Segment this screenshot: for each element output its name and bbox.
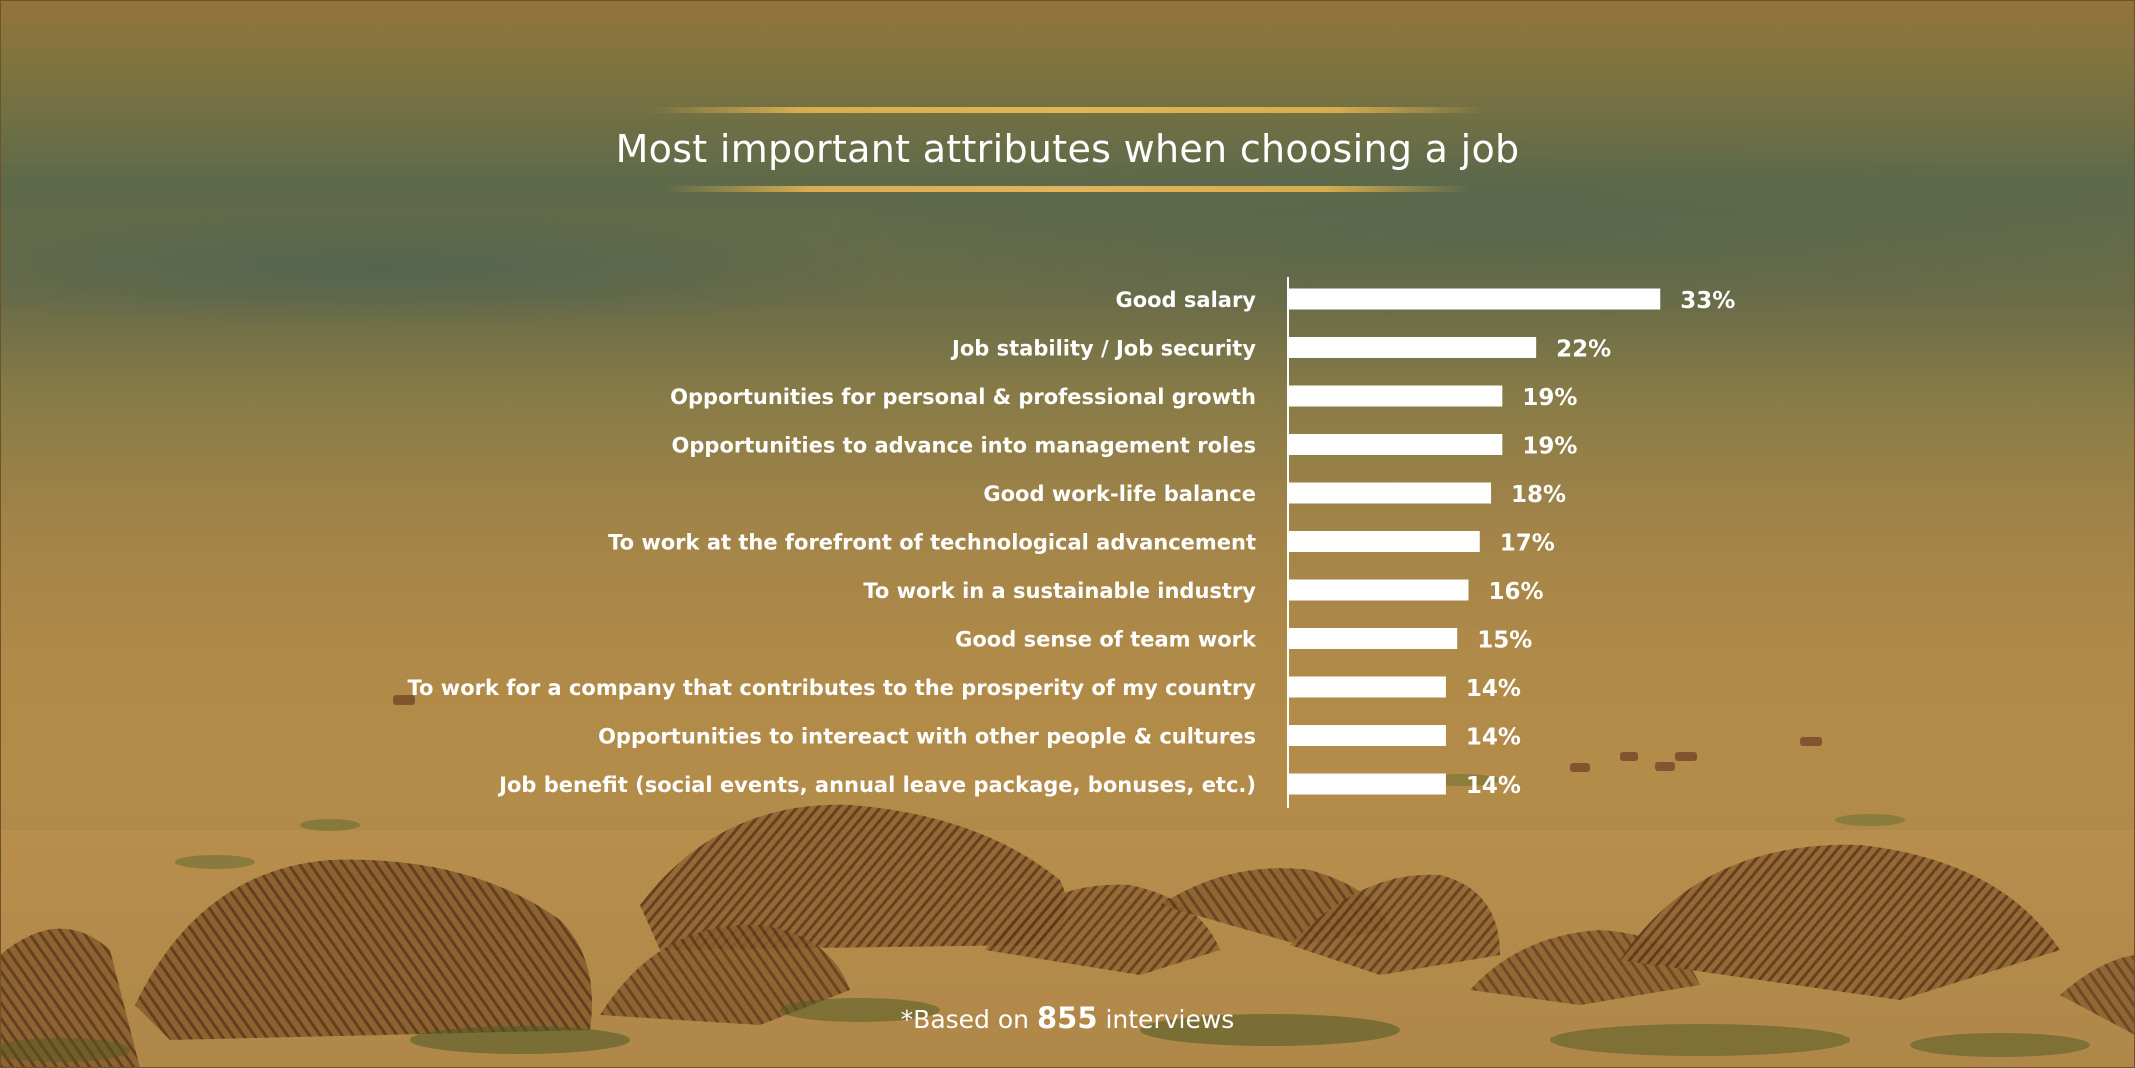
category-label: To work at the forefront of technologica…: [608, 531, 1256, 555]
bar: [1288, 725, 1446, 746]
value-label: 17%: [1500, 531, 1555, 557]
value-label: 33%: [1680, 288, 1735, 314]
value-label: 18%: [1511, 482, 1566, 508]
bar: [1288, 773, 1446, 795]
title-rule-bottom: [665, 186, 1470, 192]
bar: [1288, 434, 1503, 455]
bar: [1288, 337, 1537, 358]
category-label: Good salary: [1115, 288, 1256, 312]
bar: [1288, 628, 1458, 649]
bars: [1288, 288, 1661, 795]
category-label: Good sense of team work: [955, 628, 1257, 652]
footnote-prefix: *Based on: [900, 1005, 1030, 1034]
title-rule-top: [650, 107, 1485, 113]
category-label: Opportunities for personal & professiona…: [670, 385, 1256, 409]
value-label: 14%: [1466, 773, 1521, 799]
footnote: *Based on 855 interviews: [0, 998, 2135, 1038]
value-label: 14%: [1466, 725, 1521, 751]
category-label: To work for a company that contributes t…: [408, 676, 1257, 700]
category-label: To work in a sustainable industry: [863, 579, 1256, 603]
category-label: Job stability / Job security: [950, 337, 1256, 361]
category-labels: Good salary Job stability / Job security O…: [408, 288, 1258, 797]
value-label: 14%: [1466, 676, 1521, 702]
category-label: Opportunities to advance into management…: [672, 434, 1256, 458]
interview-count: 855: [1036, 1001, 1098, 1035]
value-labels: 33% 22% 19% 19% 18% 17% 16% 15% 14% 14% 14%: [1466, 288, 1735, 799]
bar: [1288, 531, 1480, 552]
bar: [1288, 579, 1469, 601]
value-label: 19%: [1522, 385, 1577, 411]
value-label: 19%: [1522, 434, 1577, 460]
category-label: Opportunities to intereact with other pe…: [598, 725, 1256, 749]
chart-title: Most important attributes when choosing …: [615, 127, 1520, 171]
bar: [1288, 482, 1492, 504]
value-label: 16%: [1488, 579, 1543, 605]
value-label: 15%: [1477, 628, 1532, 654]
footnote-suffix: interviews: [1105, 1005, 1235, 1034]
category-label: Good work-life balance: [983, 482, 1256, 506]
value-label: 22%: [1556, 337, 1611, 363]
bar: [1288, 288, 1661, 310]
bar: [1288, 676, 1446, 698]
bar: [1288, 385, 1503, 407]
category-label: Job benefit (social events, annual leave…: [497, 773, 1256, 797]
